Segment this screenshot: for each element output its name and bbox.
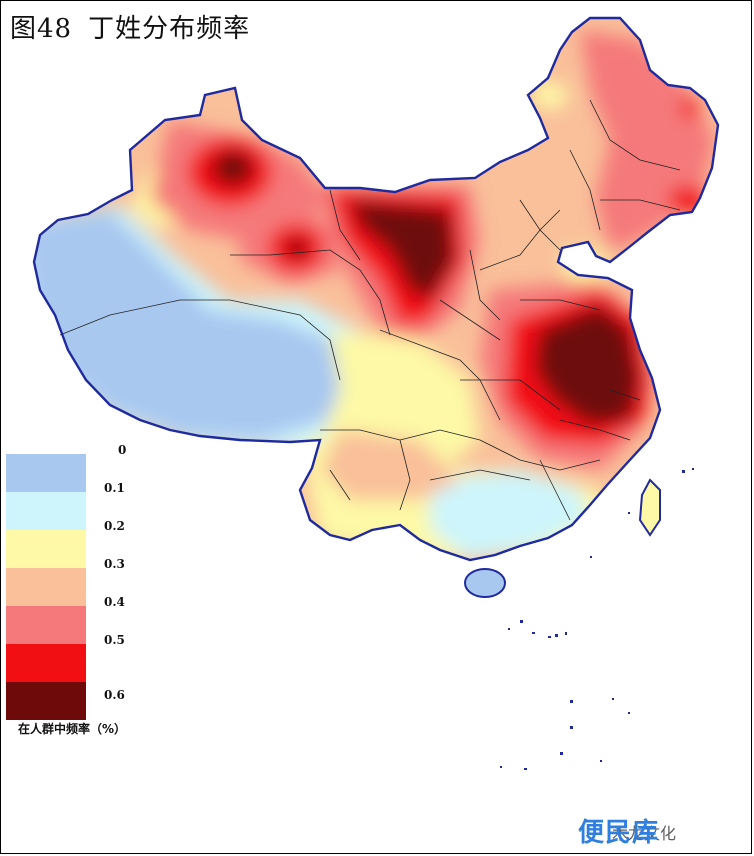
legend-swatch xyxy=(6,492,86,530)
legend-caption: 在人群中频率（%） xyxy=(18,722,127,736)
legend-row: 0.1 xyxy=(6,481,216,530)
legend-row: 0.5 xyxy=(6,633,216,682)
title-text: 丁姓分布频率 xyxy=(88,14,251,44)
map-title: 图48 丁姓分布频率 xyxy=(10,8,250,45)
legend-swatch xyxy=(6,606,86,644)
province-boundaries xyxy=(59,99,681,521)
hainan-island xyxy=(464,568,506,598)
legend-label: 0.4 xyxy=(104,595,125,609)
figure-number: 图48 xyxy=(10,14,73,44)
legend-row: 0.4 xyxy=(6,595,216,644)
south-sea-islands xyxy=(500,468,694,770)
legend-row: 0.6 xyxy=(6,682,216,720)
watermark: 便民库 xyxy=(578,818,660,848)
legend-label: 0.3 xyxy=(104,557,125,571)
legend-row: 0.2 xyxy=(6,519,216,568)
legend-row: 0 xyxy=(6,443,216,492)
taiwan-island xyxy=(638,478,661,537)
legend-label: 0.5 xyxy=(104,633,125,647)
legend-label: 0.2 xyxy=(104,519,125,533)
legend-label: 0.6 xyxy=(104,688,125,702)
legend-label: 0 xyxy=(118,443,127,457)
legend-swatch xyxy=(6,644,86,682)
legend: 0 0.1 0.2 0.3 0.4 0.5 0.6 xyxy=(6,443,216,720)
legend-swatch xyxy=(6,530,86,568)
legend-swatch xyxy=(6,454,86,492)
legend-row: 0.3 xyxy=(6,557,216,606)
legend-swatch xyxy=(6,682,86,720)
watermark-overlay: 木龙文化 xyxy=(612,824,677,843)
legend-label: 0.1 xyxy=(104,481,125,495)
legend-swatch xyxy=(6,568,86,606)
